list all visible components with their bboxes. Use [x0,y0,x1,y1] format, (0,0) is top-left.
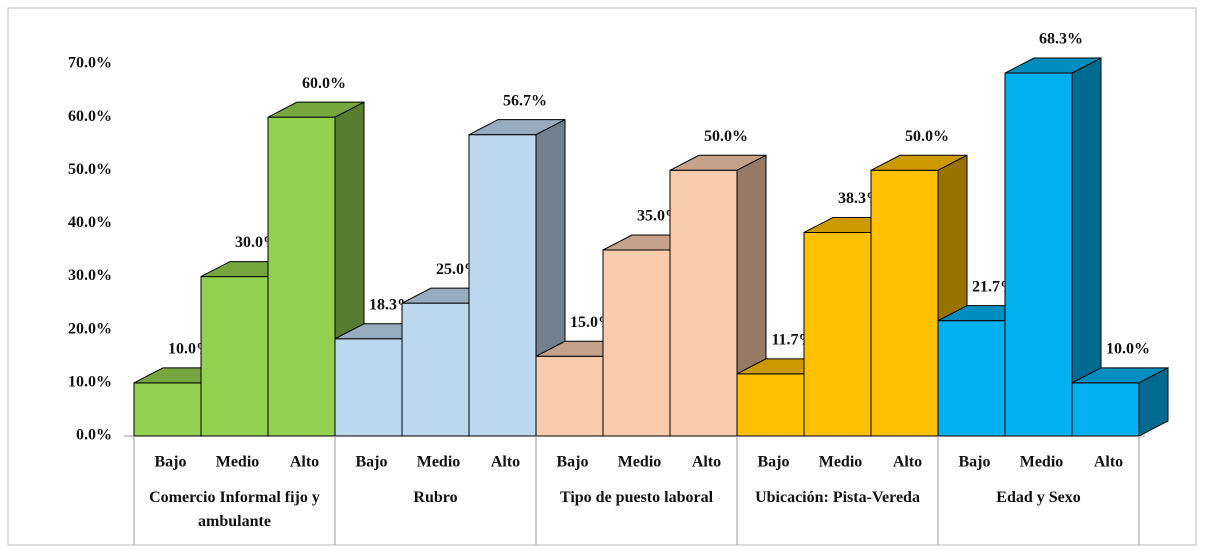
group-label: Edad y Sexo [996,489,1081,506]
bar-front [468,134,537,437]
x-tick-label: Medio [216,454,260,471]
group-label: Ubicación: Pista-Vereda [755,489,920,506]
bar-front [1071,382,1140,437]
x-tick-label: Medio [1020,454,1064,471]
x-tick-label: Alto [491,454,520,471]
bar-front [401,302,470,437]
bar-front [669,169,738,437]
bar-front [334,338,403,437]
value-label: 68.3% [1039,31,1083,48]
x-tick-label: Alto [290,454,319,471]
group-label: Rubro [413,489,458,506]
bar-front [200,276,269,437]
y-tick-label: 50.0% [68,161,112,178]
y-tick-label: 40.0% [68,214,112,231]
bar-front [937,320,1006,437]
x-tick-label: Alto [1094,454,1123,471]
group-label: Comercio Informal fijo y ambulante [149,489,320,530]
value-label: 50.0% [905,128,949,145]
x-tick-label: Bajo [959,454,991,471]
value-label: 60.0% [302,75,346,92]
bar-front [803,231,872,437]
value-label: 56.7% [503,92,547,109]
x-tick-label: Medio [618,454,662,471]
value-label: 50.0% [704,128,748,145]
y-tick-label: 20.0% [68,320,112,337]
x-tick-label: Medio [417,454,461,471]
x-tick-label: Alto [692,454,721,471]
bar-front [870,169,939,437]
y-tick-label: 70.0% [68,55,112,72]
x-tick-label: Bajo [758,454,790,471]
x-tick-label: Medio [819,454,863,471]
bar-front [535,355,604,437]
bar-front [602,249,671,437]
y-tick-label: 10.0% [68,374,112,391]
value-label: 10.0% [1106,341,1150,358]
x-tick-label: Alto [893,454,922,471]
y-tick-label: 60.0% [68,108,112,125]
bar-side [1138,367,1169,437]
x-tick-label: Bajo [155,454,187,471]
group-label: Tipo de puesto laboral [559,489,714,506]
x-tick-label: Bajo [557,454,589,471]
bar-front [736,373,805,437]
chart-border [7,7,1197,546]
y-tick-label: 0.0% [76,427,112,444]
y-tick-label: 30.0% [68,267,112,284]
x-tick-label: Bajo [356,454,388,471]
bar-front [1004,72,1073,437]
bar-front [133,382,202,437]
bar-front [267,116,336,437]
